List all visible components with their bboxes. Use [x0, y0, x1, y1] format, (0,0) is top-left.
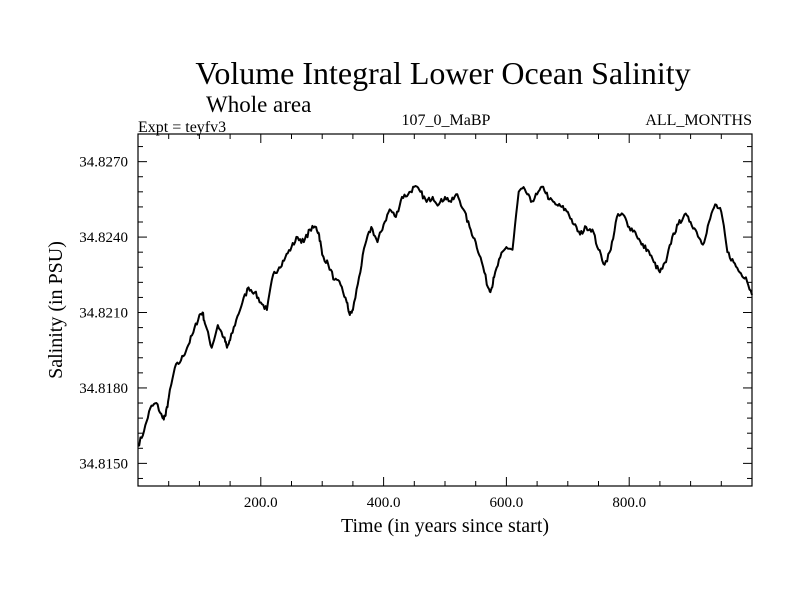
x-tick-label: 200.0 [244, 495, 278, 511]
chart-subtitle: Whole area [206, 92, 311, 117]
y-axis-label: Salinity (in PSU) [45, 241, 67, 379]
y-tick-label: 34.8270 [79, 155, 128, 171]
y-tick-labels: 34.8150 34.8180 34.8210 34.8240 34.8270 [79, 155, 128, 473]
axis-ticks [138, 134, 752, 486]
salinity-line [137, 185, 753, 447]
months-label: ALL_MONTHS [645, 112, 752, 129]
y-tick-label: 34.8150 [79, 456, 128, 472]
plot-frame [137, 133, 753, 487]
y-tick-label: 34.8240 [79, 230, 128, 246]
expt-label: Expt = teyfv3 [138, 119, 226, 136]
chart-title: Volume Integral Lower Ocean Salinity [195, 55, 690, 91]
x-tick-label: 800.0 [612, 495, 646, 511]
y-tick-label: 34.8210 [79, 306, 128, 322]
x-tick-label: 600.0 [490, 495, 524, 511]
y-tick-label: 34.8180 [79, 381, 128, 397]
period-label: 107_0_MaBP [402, 112, 491, 129]
x-tick-labels: 200.0 400.0 600.0 800.0 [244, 495, 646, 511]
x-axis-label: Time (in years since start) [341, 515, 549, 537]
x-tick-label: 400.0 [367, 495, 401, 511]
